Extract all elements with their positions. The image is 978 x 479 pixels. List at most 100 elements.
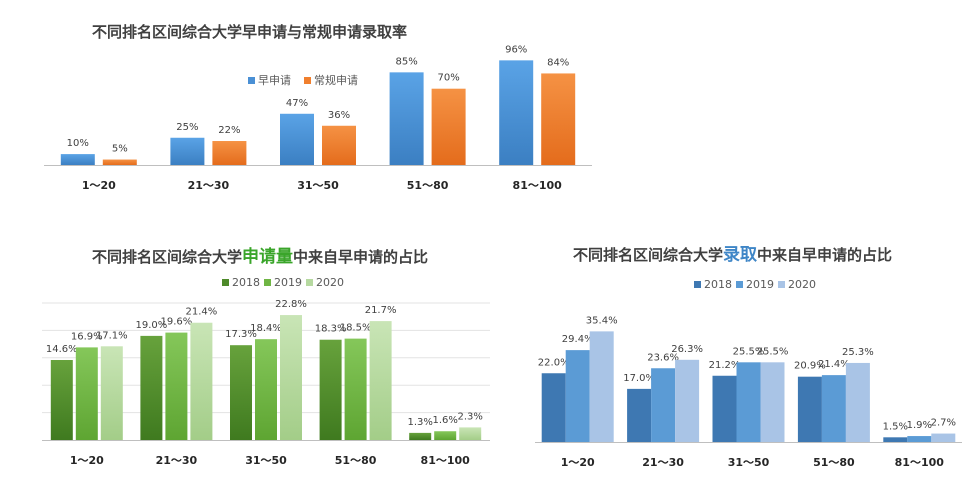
chart3-legend-swatch bbox=[736, 281, 743, 288]
chart2-title-highlight: 申请量 bbox=[242, 246, 293, 267]
chart2-plot: 14.6% 16.9%17.1% 1～20 19.0%19.6%21.4% 21～30 1… bbox=[42, 299, 490, 467]
chart3-title-highlight: 录取 bbox=[723, 245, 757, 265]
chart2-data-label: 18.3% bbox=[315, 324, 347, 335]
chart3-data-label: 1.5% bbox=[883, 421, 908, 432]
chart3-title: 不同排名区间综合大学录取中来自早申请的占比 bbox=[573, 245, 892, 265]
chart1-data-label: 22% bbox=[218, 125, 240, 136]
chart3-data-label: 1.9% bbox=[907, 420, 932, 431]
chart1-category-label: 21～30 bbox=[188, 179, 230, 192]
chart2-bar bbox=[459, 427, 482, 440]
chart3-bar bbox=[907, 436, 932, 442]
chart2-legend-label: 2020 bbox=[316, 276, 344, 289]
chart3-category-label: 21～30 bbox=[642, 456, 684, 469]
chart3-data-label: 21.2% bbox=[709, 360, 741, 371]
chart1-bar bbox=[499, 60, 534, 165]
chart3-bar bbox=[589, 331, 614, 442]
chart2-bar bbox=[165, 332, 188, 440]
chart1-data-label: 96% bbox=[505, 44, 527, 55]
chart1-category-label: 51～80 bbox=[407, 179, 449, 192]
chart3-data-label: 20.9% bbox=[794, 361, 826, 372]
chart2-legend-label: 2019 bbox=[274, 276, 302, 289]
chart3-category-label: 81～100 bbox=[895, 456, 945, 469]
chart1-legend-swatch bbox=[304, 77, 311, 84]
chart2-bar bbox=[140, 335, 163, 440]
chart2-bar bbox=[230, 345, 252, 440]
chart3-bar bbox=[541, 373, 566, 442]
chart3-data-label: 35.4% bbox=[586, 315, 618, 326]
chart1-data-label: 36% bbox=[328, 110, 350, 121]
chart2-category-label: 1～20 bbox=[70, 454, 104, 467]
chart2-data-label: 19.0% bbox=[136, 320, 168, 331]
chart1-legend-label: 早申请 bbox=[258, 74, 291, 87]
chart3-data-label: 22.0% bbox=[538, 357, 570, 368]
chart2-bar bbox=[255, 339, 277, 440]
chart3-data-label: 26.3% bbox=[671, 344, 703, 355]
chart3-legend-label: 2020 bbox=[788, 278, 816, 291]
chart3-legend: 2018 2019 2020 bbox=[694, 278, 816, 291]
chart2-data-label: 17.1% bbox=[96, 330, 128, 341]
chart3-data-label: 25.5% bbox=[757, 346, 789, 357]
chart3-data-label: 29.4% bbox=[562, 334, 594, 345]
chart2-bar bbox=[50, 359, 73, 440]
chart1-data-label: 84% bbox=[547, 57, 569, 68]
chart1-bar bbox=[280, 113, 314, 165]
chart3-data-label: 21.4% bbox=[818, 359, 850, 370]
chart2-data-label: 1.3% bbox=[407, 417, 432, 428]
chart1-data-label: 25% bbox=[176, 122, 198, 133]
chart1-data-label: 10% bbox=[67, 138, 89, 149]
chart2-bar bbox=[100, 346, 123, 440]
chart2-data-label: 18.5% bbox=[340, 323, 372, 334]
chart1-bar bbox=[431, 88, 466, 165]
chart1-category-label: 81～100 bbox=[513, 179, 563, 192]
chart2-bar bbox=[434, 431, 457, 440]
chart3-bar bbox=[565, 350, 590, 442]
chart2-data-label: 22.8% bbox=[275, 299, 307, 310]
chart3-category-label: 31～50 bbox=[728, 456, 770, 469]
chart2-legend: 2018 2019 2020 bbox=[222, 276, 344, 289]
chart3-bar bbox=[821, 375, 846, 442]
chart3-bar bbox=[675, 359, 700, 442]
chart3-category-label: 51～80 bbox=[813, 456, 855, 469]
chart2-data-label: 2.3% bbox=[457, 411, 482, 422]
chart2-category-label: 31～50 bbox=[245, 454, 287, 467]
chart2-bar bbox=[280, 315, 302, 440]
chart1-title: 不同排名区间综合大学早申请与常规申请录取率 bbox=[92, 23, 407, 41]
chart3-bar bbox=[931, 433, 956, 442]
chart-admission-rates: 不同排名区间综合大学早申请与常规申请录取率 早申请 常规申请 10% 5% 1～20 2… bbox=[44, 23, 592, 192]
chart2-legend-swatch bbox=[264, 279, 271, 286]
chart3-bar bbox=[651, 368, 676, 442]
chart2-bar bbox=[319, 339, 342, 440]
chart1-data-label: 47% bbox=[286, 98, 308, 109]
chart3-bar bbox=[736, 362, 761, 442]
chart3-legend-swatch bbox=[778, 281, 785, 288]
chart3-data-label: 25.3% bbox=[842, 347, 874, 358]
chart1-bar bbox=[541, 73, 576, 165]
chart1-category-label: 31～50 bbox=[297, 179, 339, 192]
chart2-legend-label: 2018 bbox=[232, 276, 260, 289]
chart1-legend-swatch bbox=[248, 77, 255, 84]
chart1-bar bbox=[102, 159, 137, 165]
chart2-bar bbox=[409, 432, 432, 440]
chart1-bar bbox=[170, 137, 205, 165]
chart2-data-label: 19.6% bbox=[161, 317, 193, 328]
chart1-bar bbox=[212, 141, 247, 165]
chart2-bar bbox=[75, 347, 98, 440]
chart2-data-label: 18.4% bbox=[250, 323, 282, 334]
chart1-bar bbox=[389, 72, 424, 165]
chart3-legend-label: 2019 bbox=[746, 278, 774, 291]
chart2-legend-swatch bbox=[306, 279, 313, 286]
chart3-bar bbox=[797, 376, 822, 442]
chart3-bar bbox=[712, 375, 737, 442]
chart1-data-label: 5% bbox=[112, 144, 128, 155]
chart-application-share: 不同排名区间综合大学申请量中来自早申请的占比 2018 2019 2020 14.6… bbox=[42, 246, 490, 467]
chart-admitted-share: 不同排名区间综合大学录取中来自早申请的占比 2018 2019 2020 22.0%… bbox=[535, 245, 962, 469]
chart2-bar bbox=[369, 321, 392, 440]
chart3-legend-swatch bbox=[694, 281, 701, 288]
chart2-data-label: 16.9% bbox=[71, 331, 103, 342]
chart2-category-label: 51～80 bbox=[335, 454, 377, 467]
chart2-title-part3: 中来自早申请的占比 bbox=[293, 248, 428, 266]
chart2-category-label: 21～30 bbox=[156, 454, 198, 467]
chart3-data-label: 17.0% bbox=[623, 373, 655, 384]
chart3-data-label: 2.7% bbox=[931, 418, 956, 429]
